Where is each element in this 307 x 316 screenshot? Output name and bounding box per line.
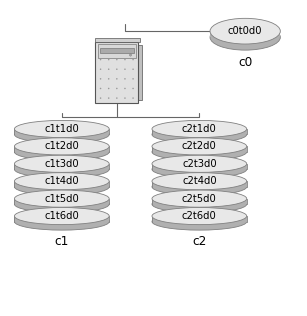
Bar — [98, 44, 136, 58]
Circle shape — [132, 69, 134, 70]
Ellipse shape — [14, 213, 109, 230]
Circle shape — [116, 97, 118, 99]
Bar — [14, 181, 109, 187]
Ellipse shape — [152, 138, 247, 155]
Ellipse shape — [152, 190, 247, 207]
Ellipse shape — [210, 18, 280, 44]
Bar — [14, 129, 109, 135]
Bar — [152, 146, 247, 152]
Ellipse shape — [152, 173, 247, 190]
Circle shape — [132, 88, 134, 89]
Circle shape — [132, 78, 134, 80]
Text: c1t5d0: c1t5d0 — [45, 194, 79, 204]
Bar — [152, 181, 247, 187]
Circle shape — [108, 88, 110, 89]
Ellipse shape — [14, 126, 109, 143]
Ellipse shape — [152, 178, 247, 195]
Bar — [152, 164, 247, 169]
Circle shape — [124, 69, 126, 70]
Circle shape — [100, 88, 101, 89]
Ellipse shape — [14, 190, 109, 207]
Circle shape — [108, 97, 110, 99]
Ellipse shape — [152, 196, 247, 213]
Ellipse shape — [152, 126, 247, 143]
Bar — [138, 45, 142, 100]
Circle shape — [100, 59, 101, 60]
Text: c2t5d0: c2t5d0 — [182, 194, 217, 204]
Bar — [152, 199, 247, 204]
Ellipse shape — [14, 138, 109, 155]
Circle shape — [124, 88, 126, 89]
Circle shape — [100, 69, 101, 70]
Bar — [14, 199, 109, 204]
Text: c1t3d0: c1t3d0 — [45, 159, 79, 169]
Bar — [14, 216, 109, 222]
Text: c2: c2 — [192, 235, 207, 248]
Circle shape — [116, 69, 118, 70]
Bar — [95, 38, 140, 42]
Circle shape — [100, 97, 101, 99]
Text: c0: c0 — [238, 56, 252, 69]
Ellipse shape — [152, 155, 247, 172]
Ellipse shape — [14, 143, 109, 161]
Circle shape — [108, 78, 110, 80]
Ellipse shape — [152, 213, 247, 230]
Circle shape — [124, 97, 126, 99]
Ellipse shape — [14, 196, 109, 213]
Text: c1: c1 — [55, 235, 69, 248]
Ellipse shape — [210, 24, 280, 50]
Circle shape — [124, 78, 126, 80]
Circle shape — [124, 59, 126, 60]
Circle shape — [100, 78, 101, 80]
Text: c1t4d0: c1t4d0 — [45, 176, 79, 186]
Ellipse shape — [152, 120, 247, 137]
Text: c0t0d0: c0t0d0 — [228, 26, 262, 36]
Circle shape — [132, 97, 134, 99]
Ellipse shape — [14, 208, 109, 225]
Ellipse shape — [14, 178, 109, 195]
Ellipse shape — [14, 173, 109, 190]
Ellipse shape — [152, 143, 247, 161]
Bar — [210, 31, 280, 37]
Circle shape — [108, 59, 110, 60]
Text: c1t1d0: c1t1d0 — [45, 124, 79, 134]
Ellipse shape — [152, 208, 247, 225]
Circle shape — [130, 54, 132, 56]
Text: c2t6d0: c2t6d0 — [182, 211, 217, 221]
Text: c1t2d0: c1t2d0 — [45, 141, 79, 151]
Text: c2t1d0: c2t1d0 — [182, 124, 217, 134]
Bar — [100, 48, 134, 53]
Ellipse shape — [152, 161, 247, 178]
Text: c2t3d0: c2t3d0 — [182, 159, 217, 169]
Bar — [14, 164, 109, 169]
Text: c2t2d0: c2t2d0 — [182, 141, 217, 151]
Bar — [152, 129, 247, 135]
Circle shape — [116, 59, 118, 60]
Bar — [95, 42, 138, 103]
Circle shape — [116, 78, 118, 80]
Circle shape — [132, 59, 134, 60]
Bar — [152, 216, 247, 222]
Text: c1t6d0: c1t6d0 — [45, 211, 79, 221]
Bar — [14, 146, 109, 152]
Circle shape — [116, 88, 118, 89]
Ellipse shape — [14, 161, 109, 178]
Text: c2t4d0: c2t4d0 — [182, 176, 217, 186]
Ellipse shape — [14, 155, 109, 172]
Circle shape — [108, 69, 110, 70]
Ellipse shape — [14, 120, 109, 137]
